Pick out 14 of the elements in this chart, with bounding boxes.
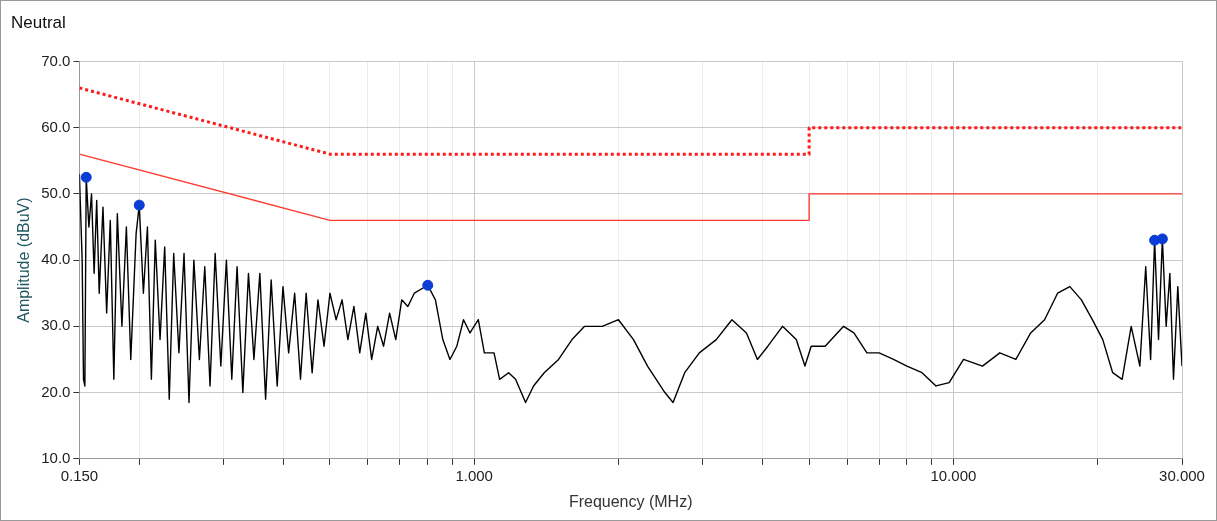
- y-tick-label: 70.0: [41, 51, 71, 69]
- y-tick-label: 60.0: [41, 117, 71, 135]
- x-tick-label: 0.150: [60, 466, 99, 484]
- y-axis-title: Amplitude (dBuV): [15, 197, 33, 323]
- x-tick-label: 10.000: [930, 466, 977, 484]
- y-tick-label: 20.0: [41, 382, 71, 400]
- x-tick-label: 1.000: [455, 466, 493, 484]
- y-tick-label: 10.0: [41, 448, 71, 466]
- y-tick-label: 30.0: [41, 316, 71, 334]
- y-tick-label: 40.0: [41, 250, 71, 268]
- x-axis-title: Frequency (MHz): [568, 492, 693, 510]
- chart-title: Neutral: [11, 12, 66, 32]
- x-tick-label: 30.000: [1159, 466, 1205, 484]
- y-tick-label: 50.0: [41, 184, 71, 202]
